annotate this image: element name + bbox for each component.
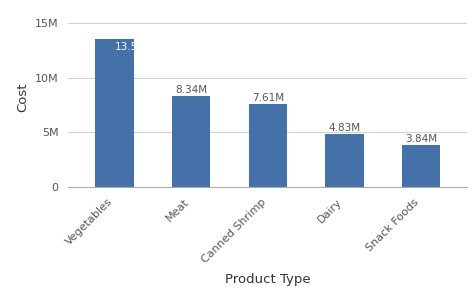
- Bar: [95, 39, 134, 187]
- Bar: [248, 104, 287, 187]
- X-axis label: Product Type: Product Type: [225, 273, 310, 286]
- Bar: [402, 145, 440, 187]
- Text: 4.83M: 4.83M: [328, 123, 360, 133]
- Bar: [325, 134, 364, 187]
- Text: 8.34M: 8.34M: [175, 85, 207, 95]
- Text: 7.61M: 7.61M: [252, 93, 284, 103]
- Text: 3.84M: 3.84M: [405, 134, 437, 144]
- Text: 13.56M: 13.56M: [114, 42, 153, 52]
- Y-axis label: Cost: Cost: [17, 82, 29, 112]
- Bar: [172, 96, 210, 187]
